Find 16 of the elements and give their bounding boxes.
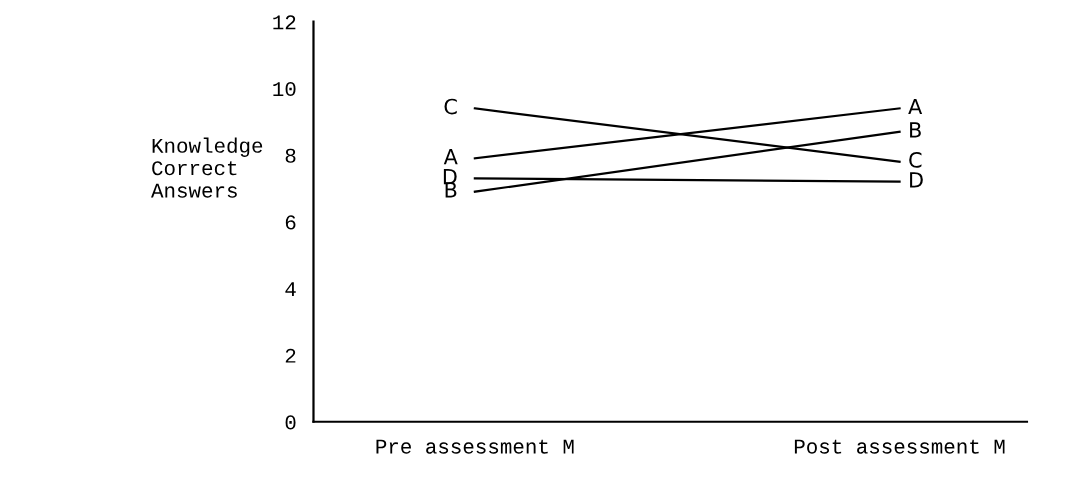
text: C: [444, 98, 457, 115]
y-tick-label: 4: [285, 282, 296, 296]
y-tick-label: 6: [285, 215, 296, 230]
x-tick-label: Pre assessment M: [376, 439, 574, 454]
y-tick-label: 10: [273, 81, 296, 97]
series-label: C: [909, 152, 922, 168]
y-tick-label: 0: [285, 415, 296, 430]
y-tick-label: 8: [285, 148, 296, 163]
x-tick-label: Post assessment M: [794, 439, 1005, 454]
series-label: B: [910, 122, 921, 138]
y-tick-label: 2: [285, 348, 296, 363]
series-label: D: [910, 172, 923, 188]
y-axis-title: Knowledge Correct Answers: [151, 137, 263, 198]
y-tick-label: 12: [273, 15, 296, 30]
text: A: [443, 148, 458, 165]
series-label: A: [908, 98, 923, 115]
